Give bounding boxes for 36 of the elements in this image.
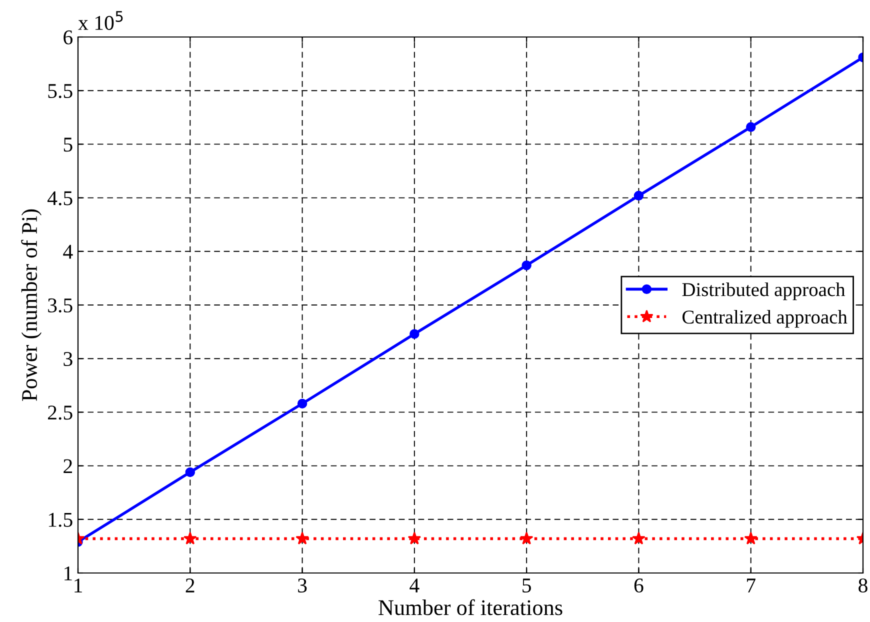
point: [634, 190, 644, 201]
point: [408, 532, 422, 544]
x-tick-label: 7: [747, 578, 756, 592]
point: [522, 260, 532, 270]
point: [520, 532, 534, 544]
x-tick-label: 6: [634, 578, 644, 593]
y-tick-label: 4: [63, 244, 73, 259]
x-tick-label: 2: [186, 578, 194, 592]
text: x 10$^{5}$: [78, 11, 123, 30]
point: [184, 532, 197, 544]
x-tick-label: 3: [298, 578, 307, 593]
legend-label: Centralized approach: [682, 310, 848, 328]
y-tick-label: 6: [64, 30, 73, 44]
x-tick-label: 8: [858, 578, 868, 593]
y-tick-label: 5: [64, 138, 72, 152]
point: [297, 398, 308, 408]
y-tick-label: 2.5: [48, 406, 72, 420]
x-tick-label: 5: [522, 578, 531, 593]
y-tick-label: 3.5: [48, 298, 72, 313]
x-tick-label: 4: [410, 578, 420, 592]
x-tick-label: 1: [74, 578, 82, 592]
y-tick-label: 1: [64, 566, 72, 580]
point: [185, 467, 196, 478]
y-tick-label: 3: [64, 352, 72, 366]
y-tick-label: 5.5: [48, 84, 72, 98]
y-axis-title: Power (number of Pi): [21, 209, 42, 401]
y-tick-label: 2: [64, 459, 72, 474]
point: [410, 329, 420, 339]
y-tick-label: 1.5: [48, 512, 72, 527]
y-tick-label: 4.5: [48, 191, 72, 206]
point: [296, 532, 309, 544]
point: [746, 122, 756, 132]
point: [632, 532, 646, 544]
legend-label: Distributed approach: [682, 282, 846, 300]
point: [744, 532, 758, 544]
x-axis-title: Number of iterations: [378, 599, 562, 616]
